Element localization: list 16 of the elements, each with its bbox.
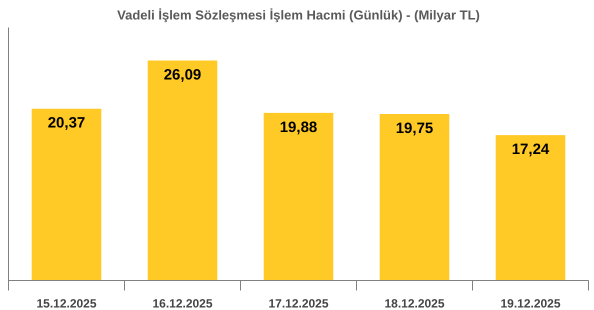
x-tick-label: 19.12.2025 — [500, 296, 561, 310]
data-label: 17,24 — [512, 141, 550, 158]
bar — [380, 114, 450, 280]
bar — [264, 112, 334, 280]
bar — [148, 60, 218, 280]
data-label: 26,09 — [164, 66, 202, 84]
chart-title: Vadeli İşlem Sözleşmesi İşlem Hacmi (Günlük) - (Milyar TL) — [117, 8, 480, 22]
bar — [496, 135, 566, 280]
bar — [32, 108, 102, 280]
data-label: 19,75 — [396, 120, 434, 137]
x-tick-label: 16.12.2025 — [152, 296, 213, 310]
data-label: 19,88 — [280, 118, 318, 136]
x-tick-label: 18.12.2025 — [384, 296, 445, 310]
x-tick-label: 15.12.2025 — [36, 296, 97, 310]
data-label: 20,37 — [48, 114, 86, 132]
x-tick-label: 17.12.2025 — [268, 296, 329, 310]
